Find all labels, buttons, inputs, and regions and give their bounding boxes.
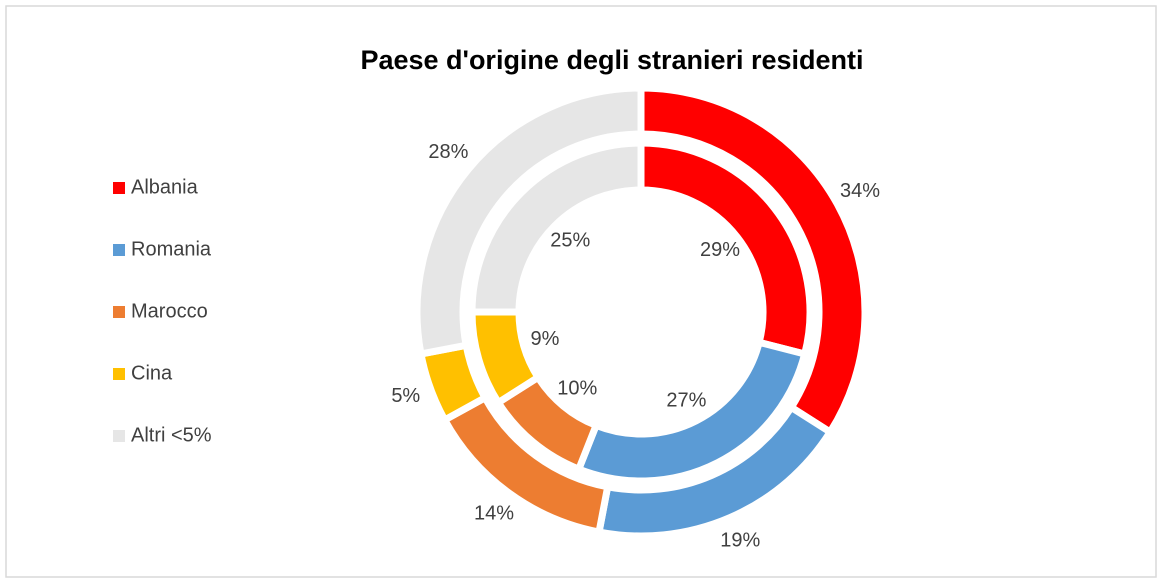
data-label: 28% (428, 141, 468, 163)
donut-segment (413, 84, 645, 359)
chart-title: Paese d'origine degli stranieri resident… (360, 45, 863, 75)
legend-swatch (113, 368, 125, 380)
legend-label: Albania (131, 176, 199, 198)
data-label: 25% (550, 230, 590, 252)
legend-label: Cina (131, 362, 173, 384)
data-label: 10% (557, 377, 597, 399)
donut-segment (468, 139, 645, 316)
legend-label: Marocco (131, 300, 208, 322)
legend-label: Romania (131, 238, 212, 260)
legend-swatch (113, 430, 125, 442)
data-label: 34% (840, 180, 880, 202)
data-label: 19% (720, 530, 760, 552)
legend-swatch (113, 182, 125, 194)
legend-swatch (113, 306, 125, 318)
data-label: 29% (700, 239, 740, 261)
data-label: 5% (391, 385, 420, 407)
legend-label: Altri <5% (131, 424, 212, 446)
data-label: 27% (666, 389, 706, 411)
data-label: 14% (474, 503, 514, 525)
data-label: 9% (531, 328, 560, 350)
legend-swatch (113, 244, 125, 256)
